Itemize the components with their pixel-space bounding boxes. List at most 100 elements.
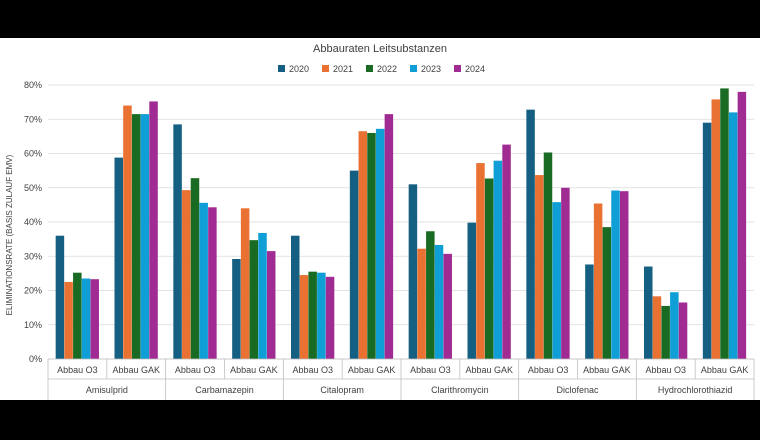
bar (678, 302, 688, 359)
bar (737, 91, 747, 359)
x-tick-label: Abbau O3 (410, 365, 451, 375)
legend-swatch (366, 65, 373, 72)
chart-title: Abbauraten Leitsubstanzen (313, 43, 447, 55)
x-tick-label: Abbau GAK (583, 365, 631, 375)
legend-label: 2021 (333, 64, 353, 74)
chart-frame: Abbauraten Leitsubstanzen 2020 2021 2022 20… (0, 38, 760, 400)
bar (81, 278, 91, 359)
bar (408, 184, 418, 359)
bar (190, 178, 200, 359)
bar (661, 305, 670, 359)
gridlines (48, 84, 754, 360)
bar (114, 157, 123, 359)
bar (502, 144, 511, 359)
bar (375, 128, 385, 359)
bar (443, 253, 452, 359)
legend-item: 2021 (322, 64, 353, 74)
bars (55, 88, 747, 360)
bar (64, 281, 73, 359)
legend-swatch (322, 65, 329, 72)
y-tick-label: 60% (24, 149, 42, 159)
legend-item: 2024 (454, 64, 485, 74)
legend: 2020 2021 2022 2023 2024 (278, 64, 485, 74)
y-axis-ticks: 0% 10% 20% 30% 40% 50% 60% 70% 80% (24, 80, 42, 364)
bar (240, 208, 250, 359)
bar (232, 258, 241, 359)
bar (611, 190, 620, 359)
y-tick-label: 80% (24, 80, 42, 90)
bar (299, 275, 309, 359)
x-tick-label: Abbau O3 (645, 365, 686, 375)
bar (593, 203, 603, 359)
bar (249, 240, 259, 359)
bar (602, 227, 612, 359)
bar (73, 272, 82, 359)
bar (585, 264, 594, 359)
x-tick-label: Abbau O3 (528, 365, 569, 375)
bar (258, 232, 267, 359)
legend-label: 2023 (421, 64, 441, 74)
x-tick-label: Abbau O3 (292, 365, 333, 375)
y-axis-label: ELIMINATIONSRATE (BASIS ZULAUF EMV) (5, 154, 14, 315)
legend-swatch (410, 65, 417, 72)
y-tick-label: 50% (24, 183, 42, 193)
bar (358, 131, 368, 359)
x-group-label: Citalopram (320, 385, 364, 395)
x-tick-label: Abbau GAK (465, 365, 513, 375)
bar (208, 207, 217, 359)
bar (711, 99, 721, 359)
y-tick-label: 70% (24, 114, 42, 124)
y-tick-label: 30% (24, 251, 42, 261)
bar (467, 222, 476, 359)
bar (317, 272, 326, 359)
bar (182, 190, 191, 359)
bar (652, 296, 662, 359)
x-tick-label: Abbau GAK (348, 365, 396, 375)
legend-swatch (454, 65, 461, 72)
bar (291, 235, 300, 359)
bar (561, 187, 570, 359)
bar (367, 132, 376, 359)
bar (325, 276, 335, 359)
bar-chart: Abbauraten Leitsubstanzen 2020 2021 2022 20… (5, 43, 755, 400)
x-tick-label: Abbau GAK (112, 365, 160, 375)
legend-item: 2022 (366, 64, 397, 74)
bar (55, 235, 65, 359)
bar (266, 251, 276, 359)
x-tick-label: Abbau O3 (57, 365, 98, 375)
x-tick-label: Abbau GAK (701, 365, 749, 375)
bar (349, 170, 359, 359)
y-tick-label: 40% (24, 217, 42, 227)
bar (644, 266, 653, 359)
bar (90, 279, 99, 359)
bar (426, 231, 435, 359)
bar (173, 124, 182, 359)
bar (543, 152, 553, 359)
x-group-label: Clarithromycin (431, 385, 489, 395)
bar (720, 88, 729, 360)
bar (619, 191, 629, 359)
bar (702, 122, 712, 359)
bar (149, 101, 158, 359)
bar (476, 163, 485, 359)
bar (484, 178, 494, 359)
bar (417, 248, 426, 359)
bar (131, 114, 141, 359)
y-tick-label: 0% (29, 354, 42, 364)
bar (535, 175, 544, 359)
x-tick-label: Abbau GAK (230, 365, 278, 375)
bar (552, 202, 561, 359)
x-tick-label: Abbau O3 (175, 365, 216, 375)
bar (434, 244, 444, 359)
bar (199, 202, 208, 359)
legend-item: 2023 (410, 64, 441, 74)
x-group-label: Hydrochlorothiazid (658, 385, 733, 395)
legend-item: 2020 (278, 64, 309, 74)
legend-label: 2022 (377, 64, 397, 74)
bar (140, 114, 150, 359)
bar (123, 105, 132, 359)
bar (728, 112, 738, 360)
bar (384, 114, 394, 359)
x-group-label: Amisulprid (86, 385, 128, 395)
legend-swatch (278, 65, 285, 72)
